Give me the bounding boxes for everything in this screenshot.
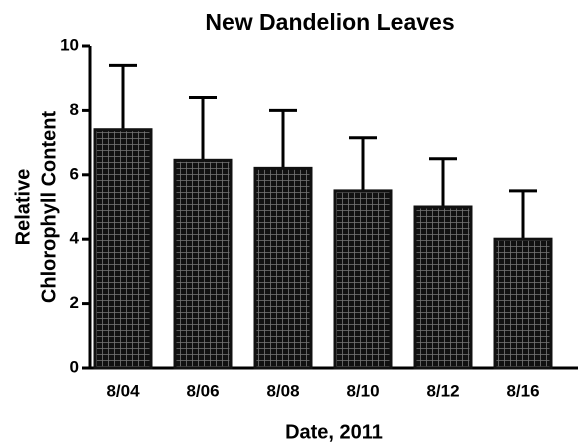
- bar: [333, 189, 393, 370]
- x-tick-label: 8/08: [266, 381, 299, 400]
- bar: [253, 166, 313, 370]
- x-tick-label: 8/04: [106, 381, 140, 400]
- x-tick-label: 8/06: [186, 381, 219, 400]
- y-axis-label: Relative: [12, 169, 34, 246]
- chart-title: New Dandelion Leaves: [205, 9, 454, 35]
- x-tick-label: 8/10: [346, 381, 379, 400]
- y-tick-label: 0: [70, 357, 79, 376]
- bar: [173, 158, 233, 370]
- x-tick-label: 8/12: [426, 381, 459, 400]
- y-tick-label: 8: [70, 100, 79, 119]
- y-tick-label: 4: [70, 229, 80, 248]
- x-tick-label: 8/16: [506, 381, 539, 400]
- bar: [93, 128, 153, 370]
- y-tick-label: 6: [70, 164, 79, 183]
- bar: [493, 237, 553, 370]
- y-tick-label: 10: [60, 35, 79, 54]
- y-axis-label: Chlorophyll Content: [38, 111, 60, 304]
- y-tick-label: 2: [70, 293, 79, 312]
- x-axis-label: Date, 2011: [285, 421, 383, 443]
- bar: [413, 205, 473, 370]
